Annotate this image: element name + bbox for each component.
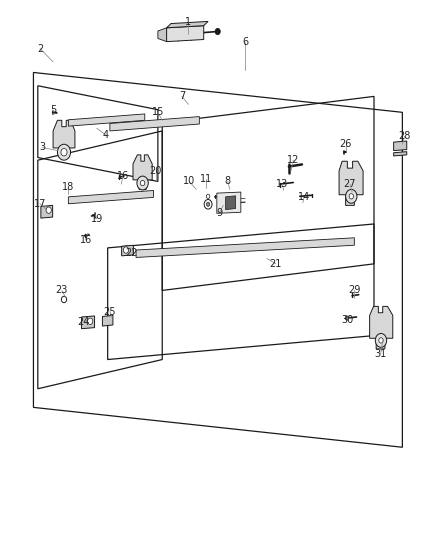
Text: 25: 25 bbox=[104, 306, 116, 317]
Text: 28: 28 bbox=[399, 131, 411, 141]
Text: 22: 22 bbox=[125, 248, 138, 258]
Text: 29: 29 bbox=[348, 286, 360, 295]
Text: 27: 27 bbox=[344, 179, 356, 189]
Text: 1: 1 bbox=[185, 17, 191, 27]
Polygon shape bbox=[81, 316, 95, 329]
Circle shape bbox=[61, 296, 67, 303]
Polygon shape bbox=[394, 141, 407, 151]
Circle shape bbox=[215, 28, 220, 35]
Text: 24: 24 bbox=[78, 317, 90, 327]
Circle shape bbox=[206, 194, 210, 198]
Text: 4: 4 bbox=[102, 130, 109, 140]
Polygon shape bbox=[136, 238, 354, 257]
Circle shape bbox=[61, 149, 67, 156]
Polygon shape bbox=[166, 26, 204, 42]
Polygon shape bbox=[226, 196, 236, 209]
Polygon shape bbox=[339, 161, 363, 205]
Text: 11: 11 bbox=[200, 174, 212, 184]
Polygon shape bbox=[394, 152, 407, 156]
Polygon shape bbox=[166, 21, 208, 28]
Text: 21: 21 bbox=[269, 259, 282, 269]
Polygon shape bbox=[217, 192, 241, 213]
Circle shape bbox=[204, 199, 212, 209]
Text: 2: 2 bbox=[37, 44, 43, 53]
Text: 16: 16 bbox=[117, 171, 129, 181]
Text: 5: 5 bbox=[50, 105, 56, 115]
Text: 13: 13 bbox=[276, 179, 289, 189]
Text: 6: 6 bbox=[242, 37, 248, 47]
Polygon shape bbox=[158, 28, 166, 42]
Text: 26: 26 bbox=[339, 139, 352, 149]
Text: 18: 18 bbox=[62, 182, 74, 192]
Text: 9: 9 bbox=[216, 208, 222, 219]
Circle shape bbox=[141, 180, 145, 185]
Text: 17: 17 bbox=[34, 199, 46, 209]
Polygon shape bbox=[370, 306, 393, 349]
Polygon shape bbox=[41, 205, 53, 218]
Text: 8: 8 bbox=[225, 176, 231, 187]
Polygon shape bbox=[133, 155, 152, 189]
Circle shape bbox=[46, 207, 51, 213]
Circle shape bbox=[124, 247, 129, 253]
Text: 30: 30 bbox=[342, 314, 354, 325]
Text: 15: 15 bbox=[152, 107, 164, 117]
Text: 23: 23 bbox=[56, 286, 68, 295]
Circle shape bbox=[345, 316, 349, 320]
Polygon shape bbox=[122, 245, 134, 256]
Polygon shape bbox=[68, 190, 153, 204]
Circle shape bbox=[57, 144, 71, 160]
Text: 12: 12 bbox=[287, 155, 300, 165]
Text: 31: 31 bbox=[374, 349, 387, 359]
Text: 7: 7 bbox=[179, 91, 185, 101]
Text: 16: 16 bbox=[80, 235, 92, 245]
Polygon shape bbox=[53, 120, 75, 158]
Text: 14: 14 bbox=[298, 192, 310, 203]
Circle shape bbox=[137, 176, 148, 190]
Polygon shape bbox=[68, 114, 145, 126]
Text: 3: 3 bbox=[39, 142, 45, 152]
Circle shape bbox=[379, 338, 383, 343]
Text: 19: 19 bbox=[91, 214, 103, 224]
Polygon shape bbox=[102, 316, 113, 326]
Text: 10: 10 bbox=[183, 176, 195, 187]
Circle shape bbox=[375, 334, 387, 348]
Circle shape bbox=[206, 202, 210, 206]
Circle shape bbox=[349, 193, 353, 199]
Circle shape bbox=[88, 318, 93, 325]
Text: 20: 20 bbox=[149, 166, 162, 176]
Polygon shape bbox=[110, 117, 199, 131]
Circle shape bbox=[346, 189, 357, 203]
